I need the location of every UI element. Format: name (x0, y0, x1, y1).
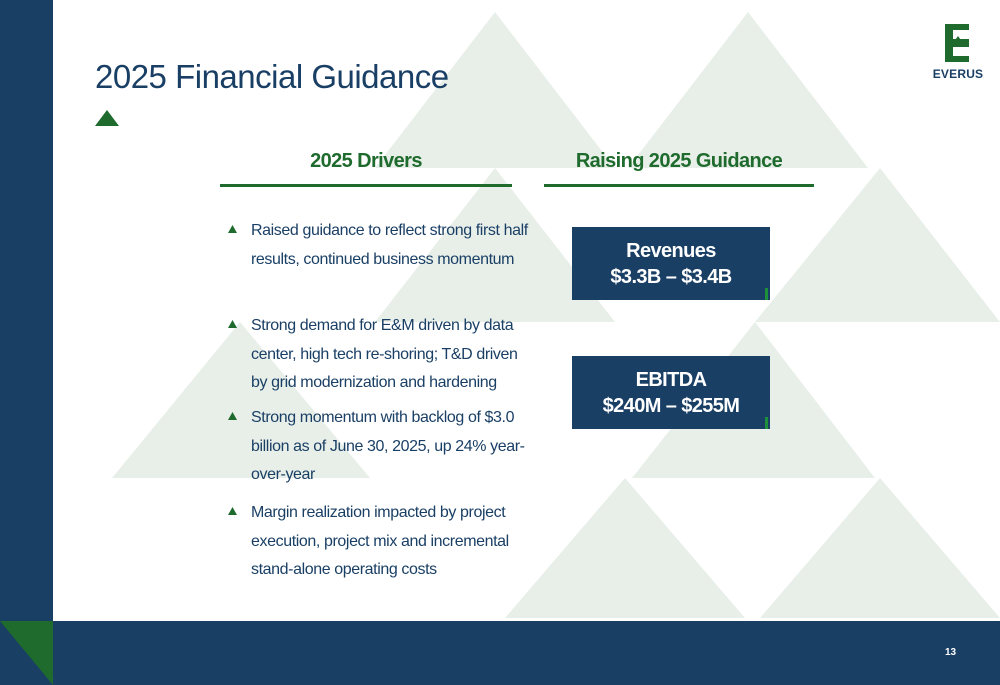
metric-label: EBITDA (635, 369, 707, 391)
driver-text: Strong momentum with backlog of $3.0 bil… (251, 409, 525, 483)
title-triangle-icon (95, 110, 119, 126)
logo-wordmark: EVERUS (932, 67, 984, 81)
guidance-heading-rule (544, 184, 814, 187)
driver-text: Margin realization impacted by project e… (251, 504, 509, 578)
bullet-triangle-icon (228, 320, 237, 328)
ebitda-guidance-box: EBITDA $240M – $255M (572, 356, 770, 429)
list-item: Strong demand for E&M driven by data cen… (228, 312, 528, 398)
bullet-triangle-icon (228, 507, 237, 515)
driver-text: Strong demand for E&M driven by data cen… (251, 317, 518, 391)
list-item: Strong momentum with backlog of $3.0 bil… (228, 404, 528, 490)
page-number: 13 (945, 647, 957, 658)
logo-e-icon (945, 24, 969, 62)
drivers-heading: 2025 Drivers (310, 150, 422, 172)
revenues-guidance-box: Revenues $3.3B – $3.4B (572, 227, 770, 300)
list-item: Raised guidance to reflect strong first … (228, 217, 528, 274)
bullet-triangle-icon (228, 412, 237, 420)
box-accent-tick (765, 288, 768, 300)
list-item: Margin realization impacted by project e… (228, 499, 528, 585)
page-title: 2025 Financial Guidance (95, 58, 449, 95)
box-accent-tick (765, 417, 768, 429)
guidance-heading: Raising 2025 Guidance (575, 150, 783, 172)
company-logo: EVERUS (928, 24, 988, 84)
metric-label: Revenues (626, 240, 716, 262)
left-sidebar-band (0, 0, 53, 685)
drivers-heading-rule (220, 184, 512, 187)
driver-text: Raised guidance to reflect strong first … (251, 222, 528, 268)
corner-accent-triangle (0, 621, 53, 685)
metric-value: $3.3B – $3.4B (610, 266, 732, 288)
bullet-triangle-icon (228, 225, 237, 233)
bottom-footer-band (0, 621, 1000, 685)
metric-value: $240M – $255M (602, 395, 740, 417)
